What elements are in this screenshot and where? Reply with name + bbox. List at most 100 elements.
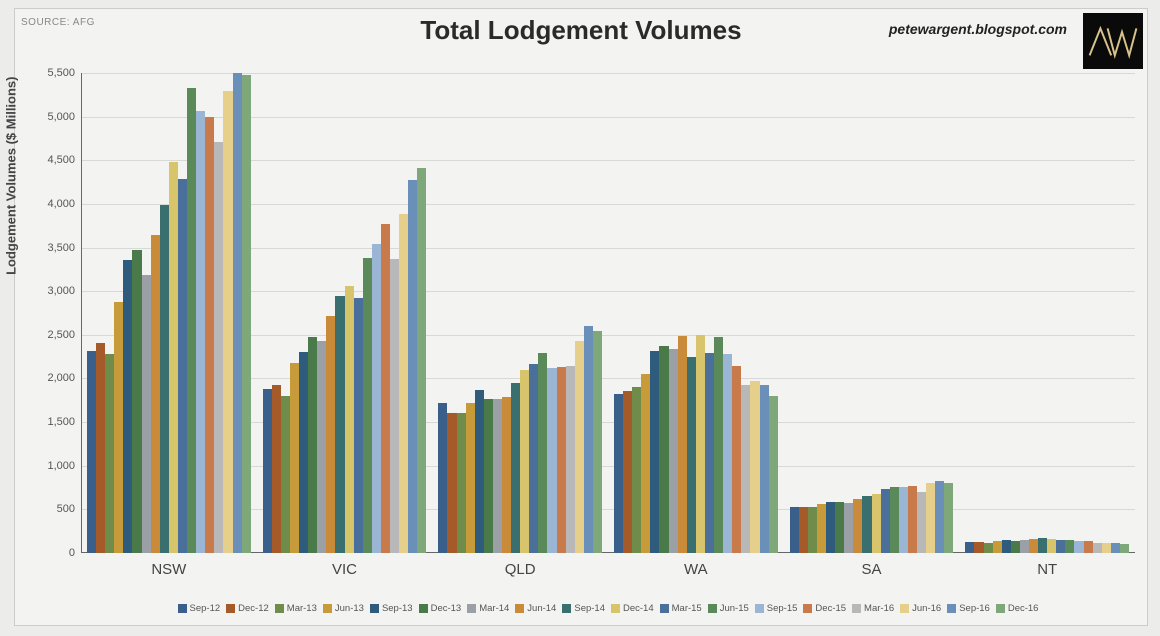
y-tick-label: 4,500 — [47, 154, 81, 166]
bar — [835, 502, 844, 553]
legend-item: Dec-16 — [996, 603, 1039, 614]
legend-item: Dec-12 — [226, 603, 269, 614]
bar — [399, 214, 408, 553]
legend-swatch — [611, 604, 620, 613]
bar — [1111, 543, 1120, 553]
legend-label: Mar-14 — [479, 603, 509, 614]
bar — [132, 250, 141, 553]
bar — [233, 73, 242, 553]
bar — [935, 481, 944, 553]
y-tick-label: 5,500 — [47, 67, 81, 79]
y-tick-label: 4,000 — [47, 198, 81, 210]
bar — [263, 389, 272, 553]
bar — [345, 286, 354, 553]
y-tick-label: 2,500 — [47, 329, 81, 341]
legend-label: Mar-16 — [864, 603, 894, 614]
bar — [696, 335, 705, 553]
bar — [214, 142, 223, 553]
legend-swatch — [803, 604, 812, 613]
bar — [475, 390, 484, 553]
bar — [538, 353, 547, 553]
bar — [1020, 540, 1029, 553]
bar — [732, 366, 741, 553]
legend-item: Sep-13 — [370, 603, 413, 614]
bar — [714, 337, 723, 553]
legend-item: Sep-12 — [178, 603, 221, 614]
bar — [178, 179, 187, 553]
x-category-label: WA — [608, 553, 784, 578]
bar — [872, 494, 881, 553]
bar — [96, 343, 105, 553]
bar — [926, 483, 935, 553]
bar — [151, 235, 160, 553]
bar — [790, 507, 799, 553]
legend-swatch — [419, 604, 428, 613]
legend-item: Sep-14 — [562, 603, 605, 614]
bar — [899, 487, 908, 553]
bar — [529, 364, 538, 553]
bar — [484, 399, 493, 553]
legend-item: Sep-16 — [947, 603, 990, 614]
bar — [974, 542, 983, 553]
bar — [390, 259, 399, 553]
bar — [447, 413, 456, 554]
bar — [853, 499, 862, 553]
bar — [678, 336, 687, 553]
bar-group-qld: QLD — [432, 73, 608, 553]
legend-item: Mar-15 — [660, 603, 702, 614]
bar — [1002, 540, 1011, 553]
x-category-label: NSW — [81, 553, 257, 578]
logo-aw-icon — [1086, 21, 1140, 61]
bar — [965, 542, 974, 553]
bar — [187, 88, 196, 553]
bar — [281, 396, 290, 553]
credit-label: petewargent.blogspot.com — [889, 21, 1067, 37]
x-category-label: VIC — [257, 553, 433, 578]
bar — [623, 391, 632, 553]
legend-label: Mar-15 — [672, 603, 702, 614]
bar — [799, 507, 808, 553]
bar — [1102, 543, 1111, 553]
bar — [705, 353, 714, 553]
bar — [659, 346, 668, 553]
legend-label: Jun-13 — [335, 603, 364, 614]
legend-swatch — [852, 604, 861, 613]
bar — [1084, 541, 1093, 553]
x-category-label: NT — [959, 553, 1135, 578]
legend-label: Sep-16 — [959, 603, 990, 614]
bar — [105, 354, 114, 553]
bar — [584, 326, 593, 553]
bar — [1011, 541, 1020, 553]
legend-item: Sep-15 — [755, 603, 798, 614]
legend-label: Dec-14 — [623, 603, 654, 614]
bar — [335, 296, 344, 553]
bar — [520, 370, 529, 553]
legend-swatch — [755, 604, 764, 613]
bar — [493, 399, 502, 553]
bar — [817, 504, 826, 553]
bar — [826, 502, 835, 553]
legend-swatch — [562, 604, 571, 613]
legend-swatch — [467, 604, 476, 613]
bar — [308, 337, 317, 553]
y-tick-label: 500 — [57, 503, 81, 515]
legend-swatch — [900, 604, 909, 613]
legend-swatch — [226, 604, 235, 613]
y-axis-label: Lodgement Volumes ($ Millions) — [4, 77, 19, 275]
bar-group-nt: NT — [959, 73, 1135, 553]
bar — [575, 341, 584, 553]
legend-swatch — [323, 604, 332, 613]
bar — [372, 244, 381, 553]
legend-label: Dec-13 — [431, 603, 462, 614]
legend-item: Jun-14 — [515, 603, 556, 614]
legend-label: Sep-13 — [382, 603, 413, 614]
legend: Sep-12 Dec-12 Mar-13 Jun-13 Sep-13 Dec-13 Mar-… — [81, 597, 1135, 619]
bar — [1093, 543, 1102, 553]
y-tick-label: 3,500 — [47, 242, 81, 254]
bar — [299, 352, 308, 553]
legend-label: Dec-15 — [815, 603, 846, 614]
bar — [272, 385, 281, 553]
legend-item: Mar-13 — [275, 603, 317, 614]
bar — [438, 403, 447, 553]
bar — [844, 503, 853, 553]
